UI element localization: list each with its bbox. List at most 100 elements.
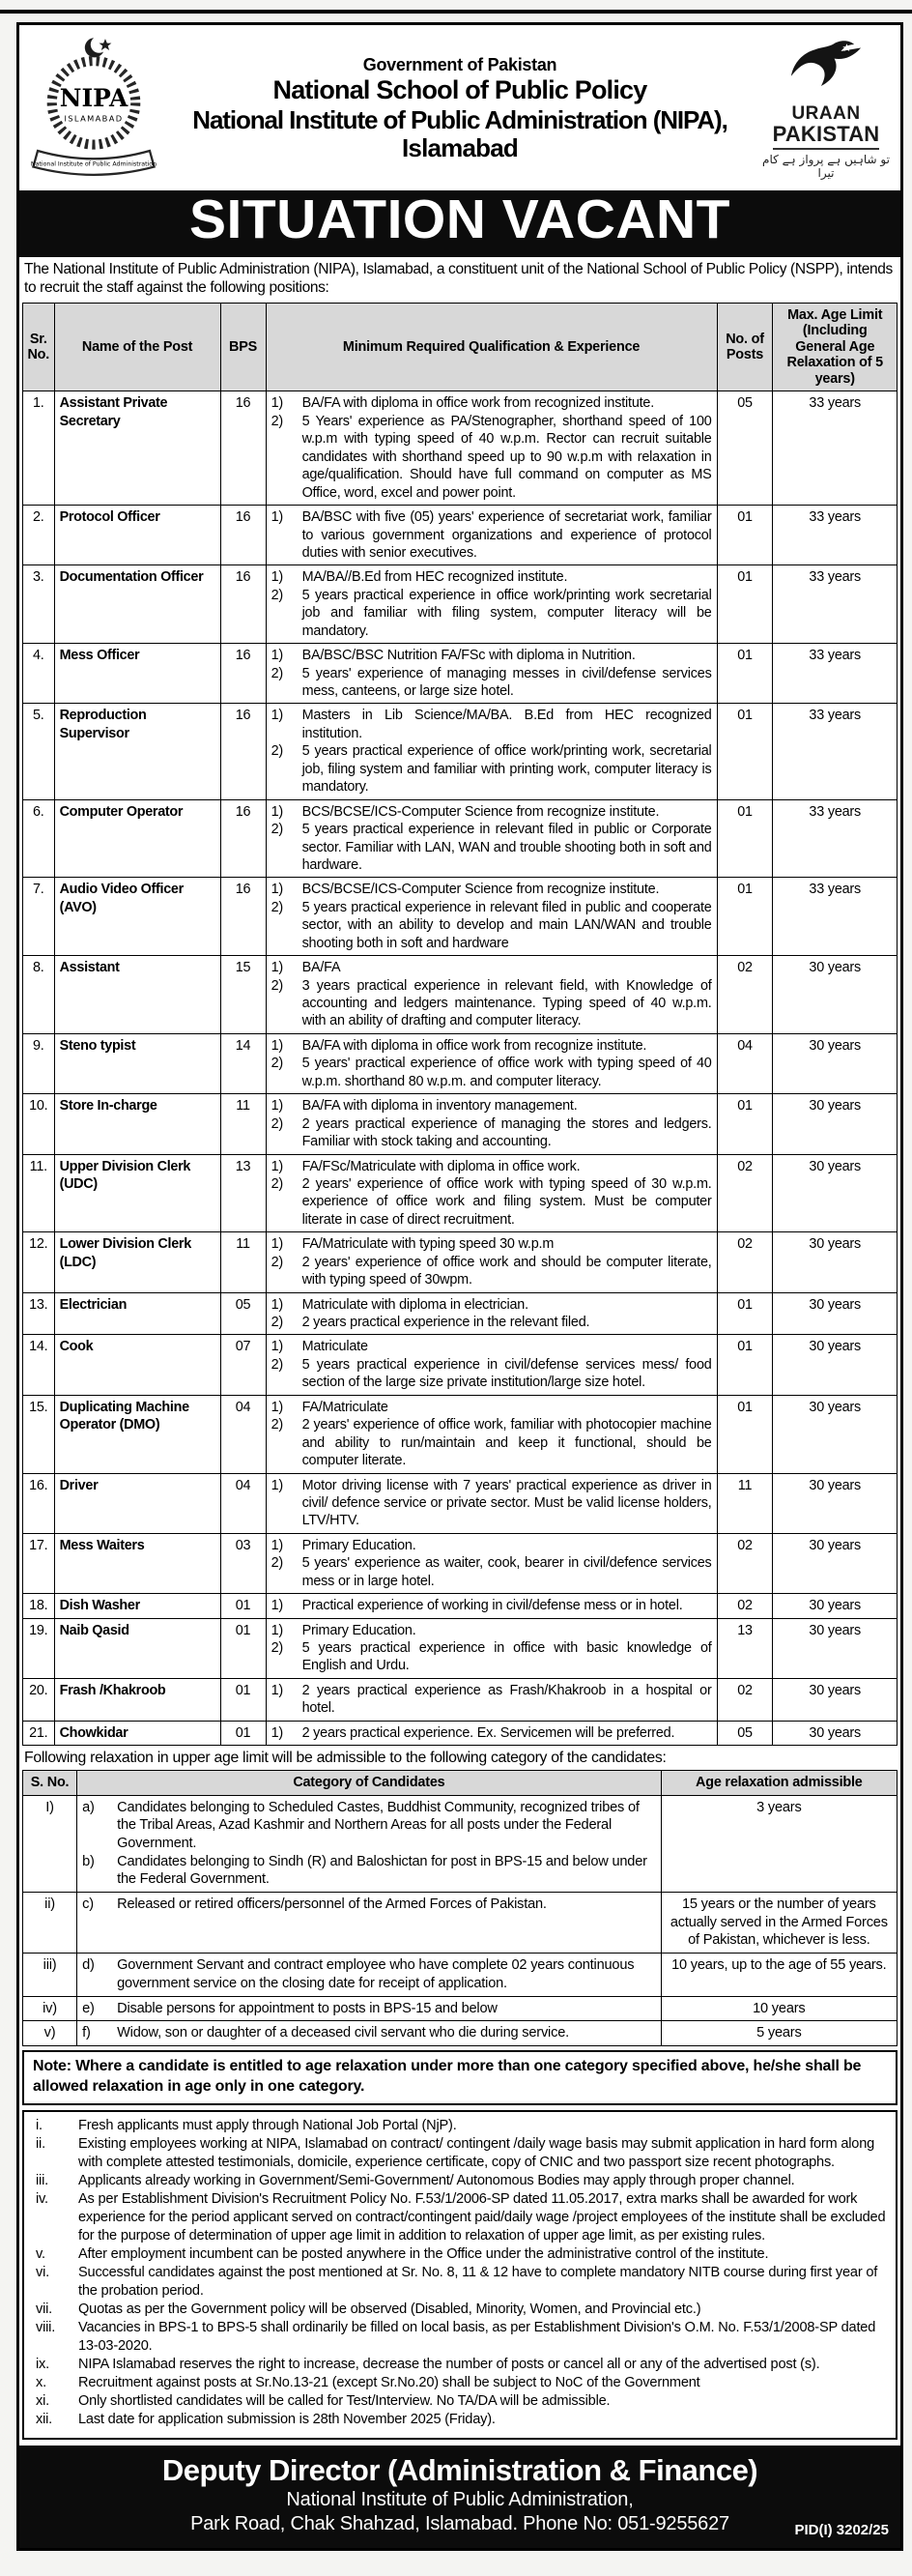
job-age-cell: 30 years (772, 1677, 898, 1722)
job-qualification-cell: 1) Matriculate with diploma in electricia… (265, 1291, 718, 1336)
job-post-cell: Computer Operator (53, 798, 221, 879)
qualification-text: 5 years practical experience in civil/de… (301, 1356, 712, 1391)
qualification-text: BA/FA (301, 960, 341, 976)
job-age-cell: 33 years (772, 643, 898, 705)
job-qualification-cell: 1) FA/Matriculate 2) 2 years' experience of… (265, 1394, 718, 1474)
qualification-item: 1) Primary Education. (271, 1622, 712, 1639)
job-row: 1. Assistant Private Secretary 16 1) BA/FA w… (22, 391, 898, 507)
job-post-cell: Protocol Officer (53, 505, 221, 566)
qualification-text: BCS/BCSE/ICS-Computer Science from recog… (301, 803, 660, 820)
qualification-number: 1) (271, 509, 284, 526)
qualification-text: 2 years practical experience. Ex. Servic… (301, 1724, 675, 1741)
qualification-number: 2) (271, 1356, 284, 1373)
job-sr-cell: 6. (22, 798, 55, 879)
relaxation-row: iii) d) Government Servant and contract em… (21, 1953, 898, 1997)
job-post-cell: Store In-charge (53, 1093, 221, 1155)
qualification-number: 2) (271, 413, 284, 429)
note-item: xi. Only shortlisted candidates will be c… (28, 2392, 888, 2411)
job-posts-cell: 01 (716, 564, 774, 645)
qualification-text: 2 years' experience of office work with … (301, 1175, 712, 1228)
qualification-number: 2) (271, 1417, 284, 1433)
category-text: Candidates belonging to Sindh (R) and Ba… (117, 1853, 647, 1888)
job-row: 13. Electrician 05 1) Matriculate with diplo… (22, 1291, 898, 1336)
note-text: Vacancies in BPS-1 to BPS-5 shall ordina… (78, 2320, 876, 2355)
job-posts-cell: 01 (716, 798, 774, 879)
job-posts-cell: 01 (716, 1394, 774, 1474)
notes-box: i. Fresh applicants must apply through Na… (22, 2110, 898, 2440)
job-posts-cell: 04 (716, 1032, 774, 1095)
qualification-text: 5 years' experience as waiter, cook, bea… (301, 1555, 712, 1589)
job-bps-cell: 07 (219, 1334, 267, 1396)
category-letter: d) (82, 1957, 95, 1974)
job-age-cell: 33 years (772, 505, 898, 566)
uraan-word: URAAN (791, 103, 861, 125)
qualification-number: 2) (271, 665, 284, 681)
job-posts-cell: 01 (716, 1291, 774, 1336)
job-posts-cell: 02 (716, 1231, 774, 1293)
qualification-number: 2) (271, 1115, 284, 1132)
qualification-item: 1) FA/Matriculate (271, 1399, 712, 1416)
category-item: c) Released or retired officers/personnel… (82, 1896, 656, 1914)
note-number: ix. (36, 2357, 49, 2373)
note-number: ii. (36, 2136, 45, 2153)
relaxation-category-cell: d) Government Servant and contract employ… (76, 1953, 662, 1997)
qualification-item: 2) 5 years practical experience in civil/… (271, 1356, 712, 1392)
job-row: 9. Steno typist 14 1) BA/FA with diploma in … (22, 1032, 898, 1095)
job-bps-cell: 16 (219, 643, 267, 705)
job-row: 4. Mess Officer 16 1) BA/BSC/BSC Nutrition F… (22, 643, 898, 705)
qualification-text: 5 years' practical experience of office … (301, 1056, 712, 1089)
note-item: x. Recruitment against posts at Sr.No.13-… (28, 2374, 888, 2392)
job-posts-cell: 02 (716, 1593, 774, 1619)
qualification-item: 2) 2 years' experience of office work wit… (271, 1175, 712, 1229)
qualification-number: 2) (271, 1555, 284, 1572)
category-letter: a) (82, 1799, 95, 1815)
note-text: Successful candidates against the post m… (78, 2265, 878, 2300)
job-post-cell: Assistant (53, 955, 221, 1034)
job-post-cell: Naib Qasid (53, 1617, 221, 1679)
nipa-crest-icon: NIPA ISLAMABAD National Institute of Pub… (31, 36, 157, 176)
job-post-cell: Dish Washer (53, 1593, 221, 1619)
qualification-text: 5 years' experience of managing messes i… (301, 665, 712, 700)
job-bps-cell: 11 (219, 1231, 267, 1293)
job-age-cell: 30 years (772, 1291, 898, 1336)
qualification-number: 2) (271, 1640, 284, 1657)
qualification-item: 1) BA/BSC/BSC Nutrition FA/FSc with diplo… (271, 647, 712, 664)
note-number: x. (36, 2375, 46, 2390)
qualification-text: 5 years practical experience in office w… (301, 587, 712, 639)
qualification-item: 2) 5 Years' experience as PA/Stenographer… (271, 413, 712, 502)
job-age-cell: 33 years (772, 877, 898, 957)
note-item: ix. NIPA Islamabad reserves the right to … (28, 2356, 888, 2374)
job-row: 8. Assistant 15 1) BA/FA 2) 3 years practical … (22, 955, 898, 1034)
job-age-cell: 33 years (772, 391, 898, 507)
job-age-cell: 30 years (772, 1032, 898, 1095)
relaxation-category-cell: f) Widow, son or daughter of a deceased c… (76, 2020, 662, 2046)
svg-text:NIPA: NIPA (60, 84, 128, 112)
relaxation-sn-cell: I) (21, 1794, 78, 1894)
job-qualification-cell: 1) Masters in Lib Science/MA/BA. B.Ed fro… (265, 703, 718, 800)
qualification-item: 1) 2 years practical experience as Frash/… (271, 1682, 712, 1718)
category-item: b) Candidates belonging to Sindh (R) and … (82, 1853, 656, 1889)
col-header-s-no: S. No. (21, 1770, 78, 1796)
qualification-text: BA/FA with diploma in office work from r… (301, 395, 655, 412)
job-bps-cell: 01 (219, 1720, 267, 1747)
qualification-item: 2) 2 years' experience of office work and… (271, 1254, 712, 1289)
note-text: Applicants already working in Government… (78, 2173, 795, 2189)
note-item: iii. Applicants already working in Govern… (28, 2172, 888, 2190)
qualification-text: 5 years practical experience in relevant… (301, 899, 712, 951)
relaxation-value-cell: 3 years (660, 1794, 898, 1894)
qualification-text: BCS/BCSE/ICS-Computer Science from recog… (301, 882, 660, 898)
job-qualification-cell: 1) Motor driving license with 7 years' pr… (265, 1472, 718, 1534)
job-sr-cell: 7. (22, 877, 55, 957)
footer-title: Deputy Director (Administration & Financ… (161, 2452, 758, 2487)
job-qualification-cell: 1) BA/FA with diploma in office work from… (265, 1032, 718, 1095)
col-header-bps: BPS (219, 302, 267, 392)
note-number: i. (36, 2118, 43, 2134)
qualification-number: 1) (271, 1724, 284, 1741)
job-post-cell: Frash /Khakroob (53, 1677, 221, 1722)
signature-footer: Deputy Director (Administration & Financ… (19, 2445, 900, 2548)
job-qualification-cell: 1) Primary Education. 2) 5 years practical … (265, 1617, 718, 1679)
job-row: 12. Lower Division Clerk (LDC) 11 1) FA/Matr… (22, 1231, 898, 1293)
jobs-table-header-row: Sr. No. Name of the Post BPS Minimum Req… (22, 302, 898, 392)
qualification-number: 1) (271, 1158, 284, 1174)
note-item: iv. As per Establishment Division's Recru… (28, 2190, 888, 2245)
